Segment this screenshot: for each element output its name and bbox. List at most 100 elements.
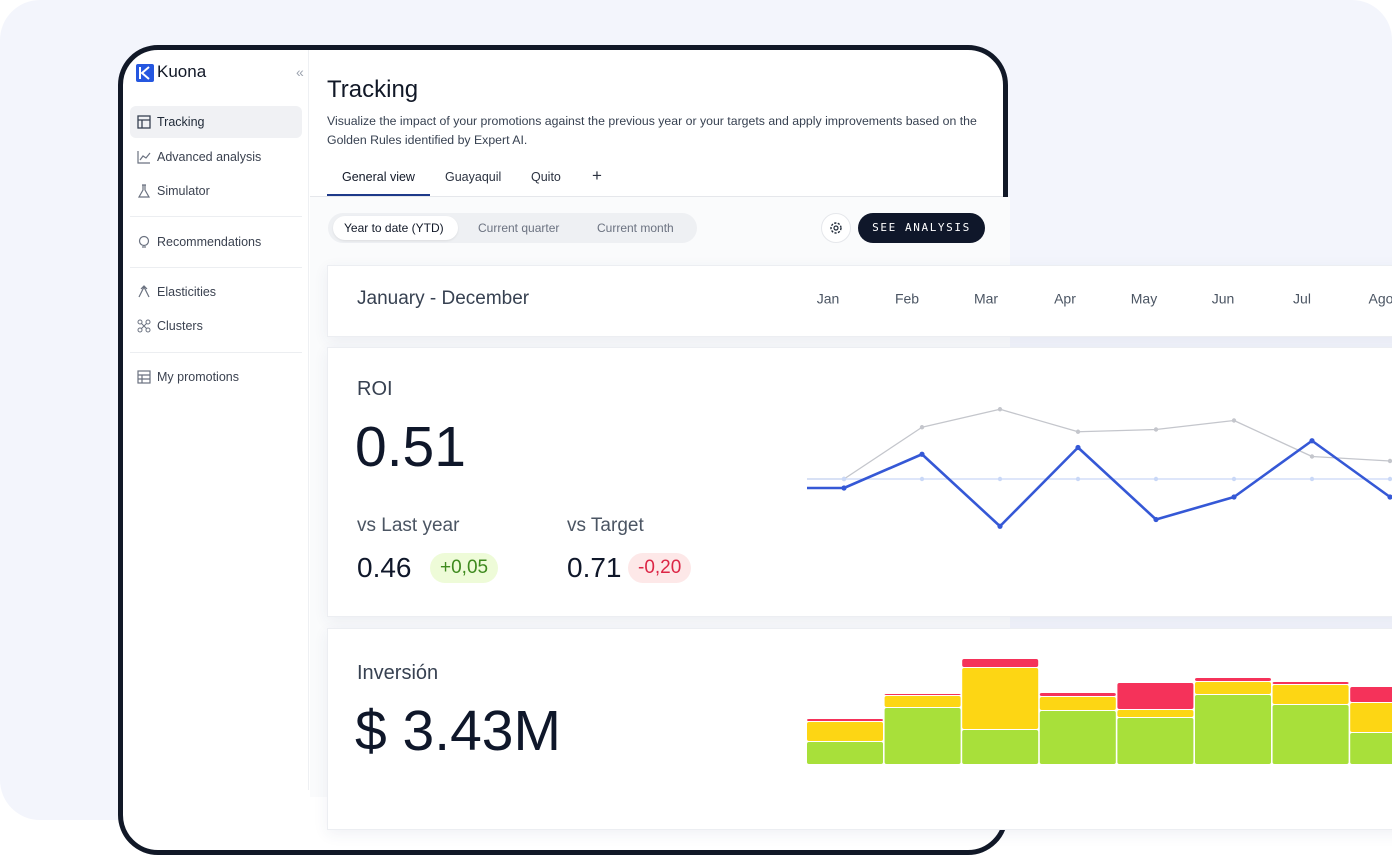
period-selected <box>333 216 458 240</box>
bar-segment <box>807 742 883 764</box>
point <box>1309 476 1315 482</box>
divider <box>130 267 302 268</box>
month-label: Jan <box>817 291 840 307</box>
nav-label: Simulator <box>157 184 210 198</box>
point <box>1309 438 1315 444</box>
point <box>1231 476 1237 482</box>
vs-target-label: vs Target <box>567 515 644 536</box>
month-label: Feb <box>895 291 919 307</box>
bar-segment <box>1350 687 1392 702</box>
range-card <box>327 265 1392 337</box>
series-line <box>843 439 1391 528</box>
tab[interactable]: Quito <box>531 170 561 184</box>
nav-item[interactable]: Simulator <box>130 175 302 207</box>
icon <box>138 235 150 248</box>
bar-segment <box>1117 718 1194 764</box>
bar-segment <box>962 668 1039 729</box>
nav-item[interactable]: My promotions <box>130 361 302 393</box>
bar-segment <box>1350 733 1392 764</box>
bar-segment <box>1039 693 1116 696</box>
month-label: Jul <box>1293 291 1311 307</box>
investment-value: $ 3.43M <box>355 699 561 763</box>
divider <box>130 216 302 217</box>
nav-label: Elasticities <box>157 285 217 299</box>
bar-segment <box>1195 695 1271 764</box>
month-label: Mar <box>974 291 998 307</box>
vs-last-year-value: 0.46 <box>357 552 412 583</box>
collapse-button[interactable]: « <box>296 64 304 80</box>
bar-segment <box>884 696 961 707</box>
point <box>919 476 925 482</box>
tab-separator <box>310 196 1003 197</box>
point <box>919 451 925 457</box>
gear-icon <box>830 222 842 234</box>
month-label: Jun <box>1212 291 1235 307</box>
vs-target-delta: -0,20 <box>628 553 692 583</box>
nav-label: Clusters <box>157 319 203 333</box>
point <box>1231 494 1237 500</box>
icon <box>137 319 151 333</box>
divider <box>130 352 302 353</box>
period-option[interactable]: Current month <box>597 221 674 235</box>
icon <box>137 115 151 129</box>
point <box>841 476 847 482</box>
bar-segment <box>962 730 1039 764</box>
bar-segment <box>884 694 961 695</box>
nav-item[interactable]: Tracking <box>130 106 302 138</box>
nav-label: Recommendations <box>157 235 262 249</box>
page-description: Visualize the impact of your promotions … <box>327 114 977 147</box>
point <box>997 523 1003 529</box>
page-title: Tracking <box>327 76 419 103</box>
icon <box>137 151 151 164</box>
bar-segment <box>1117 683 1194 709</box>
point <box>1231 418 1237 423</box>
month-label: May <box>1131 291 1157 307</box>
tab[interactable]: Guayaquil <box>445 170 502 184</box>
roi-label: ROI <box>357 378 393 400</box>
investment-label: Inversión <box>357 662 439 684</box>
range-label: January - December <box>357 288 530 309</box>
point <box>1153 427 1159 432</box>
bar-segment <box>1039 711 1116 764</box>
vs-last-year-label: vs Last year <box>357 515 460 536</box>
bar-segment <box>1272 682 1349 684</box>
point <box>997 476 1003 482</box>
icon <box>137 370 151 384</box>
roi-value: 0.51 <box>355 415 466 479</box>
see-analysis-button[interactable]: SEE ANALYSIS <box>858 213 985 243</box>
tab[interactable]: General view <box>342 170 415 184</box>
bar-segment <box>884 708 961 764</box>
point <box>1387 494 1392 500</box>
logo-icon <box>136 64 154 82</box>
bar-segment <box>1117 710 1194 717</box>
tab-underline <box>327 194 430 196</box>
point <box>1153 516 1159 523</box>
nav-item[interactable]: Recommendations <box>130 226 302 258</box>
point <box>1075 476 1081 482</box>
bar-segment <box>807 722 883 741</box>
nav-label: My promotions <box>157 370 239 384</box>
point <box>841 485 847 491</box>
bar-segment <box>1272 685 1349 704</box>
nav-label: Tracking <box>157 115 205 129</box>
nav-label: Advanced analysis <box>157 150 262 164</box>
bar-segment <box>1195 682 1271 694</box>
point <box>1309 454 1315 459</box>
point <box>1387 476 1392 482</box>
period-option[interactable]: Year to date (YTD) <box>344 221 444 235</box>
icon <box>137 184 151 198</box>
nav-item[interactable]: Advanced analysis <box>130 141 302 173</box>
point <box>1075 444 1081 451</box>
bar-segment <box>1272 705 1349 764</box>
nav-item[interactable]: Elasticities <box>130 276 302 308</box>
period-option[interactable]: Current quarter <box>478 221 560 235</box>
add-tab[interactable]: + <box>592 166 602 185</box>
month-label: Ago <box>1369 291 1392 307</box>
nav-item[interactable]: Clusters <box>130 310 302 342</box>
month-label: Apr <box>1054 291 1076 307</box>
bar-segment <box>962 659 1039 667</box>
settings-button[interactable] <box>821 213 851 243</box>
point <box>1387 458 1392 464</box>
logo-mark <box>139 66 150 80</box>
